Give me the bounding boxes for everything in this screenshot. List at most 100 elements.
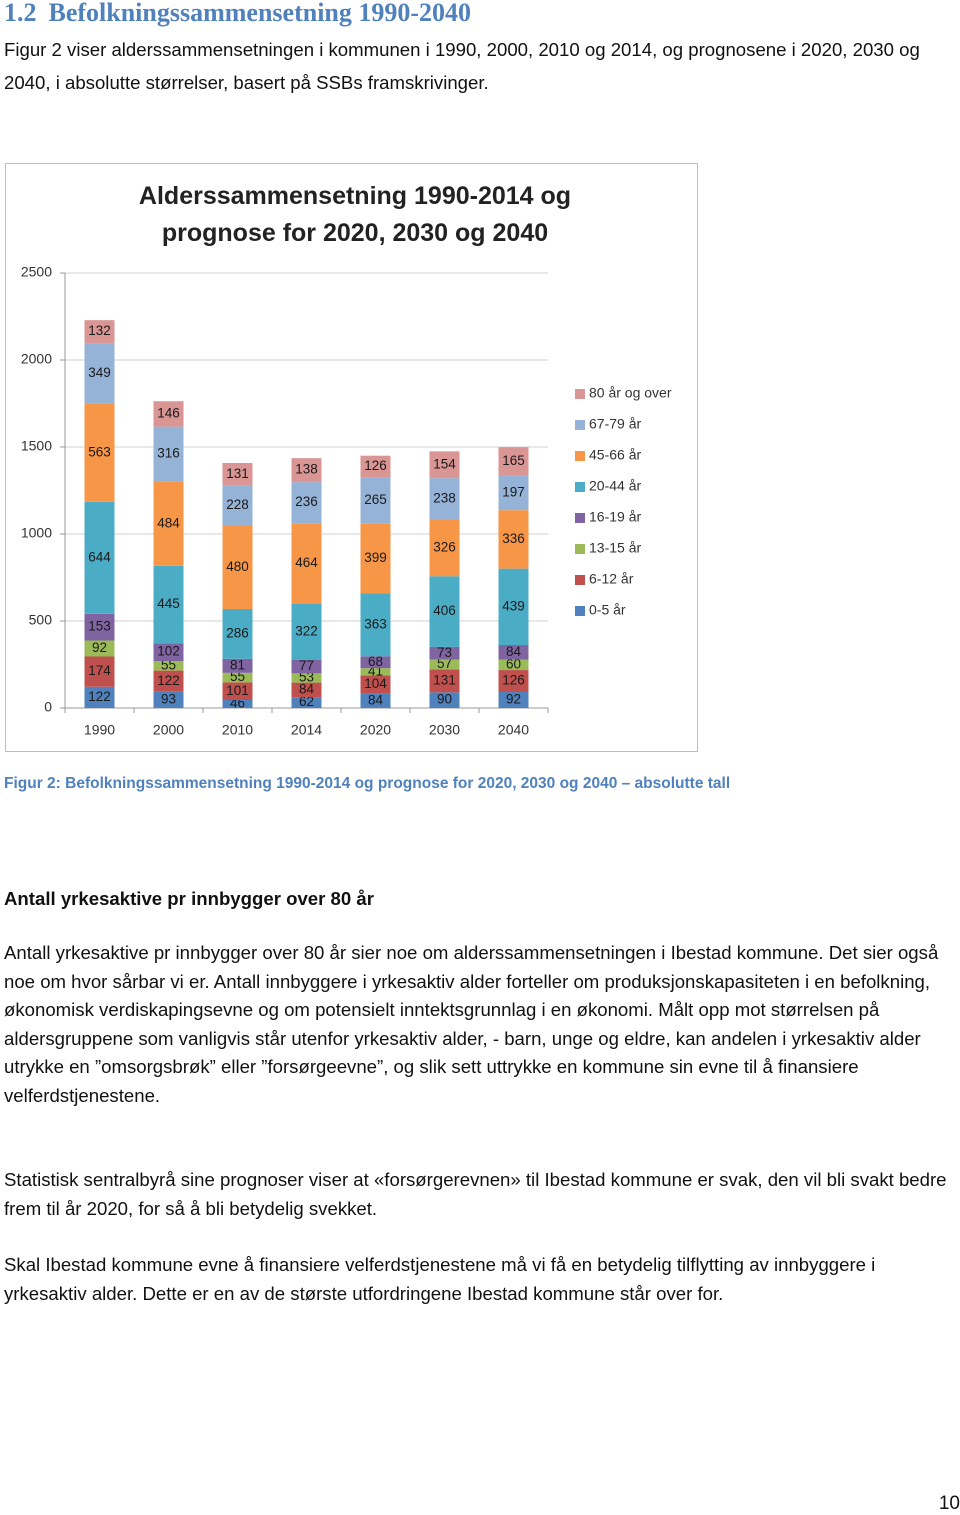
bar-segment	[222, 672, 253, 683]
chart: 0 500 1000 1500 2000 2500 1990 122 174 92 153 644 56…	[5, 163, 698, 752]
bar-segment	[429, 519, 460, 577]
section-heading: Antall yrkesaktive pr innbygger over 80 …	[4, 888, 374, 909]
bar-segment	[153, 481, 184, 566]
data-label: 238	[433, 490, 456, 505]
bar-segment	[360, 668, 391, 676]
legend-swatch	[575, 544, 585, 554]
bar-segment	[498, 659, 529, 671]
x-tick-label: 2020	[360, 722, 391, 738]
legend-label: 16-19 år	[589, 509, 641, 525]
data-label: 126	[364, 458, 387, 473]
x-tick-label: 1990	[84, 722, 115, 738]
data-label: 153	[88, 619, 111, 634]
y-tick-label: 2000	[21, 351, 52, 367]
bar-segment	[360, 693, 391, 708]
bar-segment	[291, 603, 322, 660]
data-label: 406	[433, 603, 456, 618]
x-tick-label: 2030	[429, 722, 460, 738]
x-tick-label: 2010	[222, 722, 253, 738]
bar-segment	[153, 426, 184, 482]
bar-segment	[153, 691, 184, 708]
bar-segment	[222, 682, 253, 700]
paragraph: Statistisk sentralbyrå sine prognoser vi…	[4, 1169, 947, 1219]
bar-segment	[429, 692, 460, 708]
data-label: 68	[368, 654, 383, 669]
bar-segment	[498, 447, 529, 476]
legend-swatch	[575, 575, 585, 585]
data-label: 92	[506, 692, 521, 707]
data-label: 84	[506, 644, 522, 659]
data-label: 349	[88, 365, 111, 380]
legend-label: 67-79 år	[589, 416, 641, 432]
bar-segment	[291, 673, 322, 683]
data-label: 62	[299, 694, 314, 709]
bar-segment	[291, 458, 322, 483]
bar-segment	[291, 482, 322, 524]
legend-swatch	[575, 606, 585, 616]
data-label: 60	[506, 656, 521, 671]
data-label: 644	[88, 549, 111, 564]
data-label: 236	[295, 494, 318, 509]
bar-segment	[360, 455, 391, 478]
bar-segment	[222, 485, 253, 526]
bar-segment	[498, 670, 529, 692]
bar-segment	[153, 661, 184, 671]
bar-segment	[84, 320, 115, 344]
data-label: 132	[88, 323, 111, 338]
data-label: 122	[157, 673, 180, 688]
data-label: 57	[437, 656, 452, 671]
legend-label: 6-12 år	[589, 571, 634, 587]
legend-swatch	[575, 451, 585, 461]
data-label: 228	[226, 497, 249, 512]
data-label: 480	[226, 559, 249, 574]
data-label: 165	[502, 453, 525, 468]
bar-segment	[360, 523, 391, 594]
data-label: 102	[157, 644, 180, 659]
data-label: 81	[230, 657, 245, 672]
data-label: 336	[502, 531, 525, 546]
bar-segment	[429, 478, 460, 520]
data-label: 322	[295, 624, 318, 639]
data-label: 93	[161, 691, 176, 706]
data-label: 445	[157, 596, 180, 611]
bar-segment	[84, 686, 115, 708]
data-label: 464	[295, 555, 318, 570]
section-title: 1.2 Befolkningssammensetning 1990-2040	[4, 0, 471, 28]
y-tick-label: 1500	[21, 438, 52, 454]
bar-segment	[498, 510, 529, 569]
bar-segment	[360, 656, 391, 669]
data-label: 286	[226, 625, 249, 640]
bar-segment	[498, 691, 529, 708]
legend-swatch	[575, 513, 585, 523]
legend-label: 80 år og over	[589, 385, 672, 401]
paragraph: Skal Ibestad kommune evne å finansiere v…	[4, 1254, 876, 1304]
data-label: 131	[433, 673, 456, 688]
data-label: 84	[299, 681, 315, 696]
bar-segment	[84, 640, 115, 657]
bar-segment	[291, 523, 322, 604]
data-label: 265	[364, 492, 387, 507]
bar-segment	[84, 501, 115, 614]
bar-segment	[84, 403, 115, 502]
section-number: 1.2	[4, 0, 37, 27]
bar-segment	[153, 643, 184, 662]
data-label: 484	[157, 515, 180, 530]
bar-segment	[222, 525, 253, 609]
y-tick-label: 0	[44, 699, 52, 715]
data-label: 104	[364, 676, 387, 691]
bar-segment	[153, 670, 184, 692]
data-label: 84	[368, 692, 384, 707]
legend-label: 45-66 år	[589, 447, 641, 463]
paragraph: Antall yrkesaktive pr innbygger over 80 …	[4, 942, 939, 1106]
data-label: 154	[433, 456, 456, 471]
data-label: 563	[88, 444, 111, 459]
legend-swatch	[575, 420, 585, 430]
data-label: 73	[437, 645, 452, 660]
data-label: 92	[92, 640, 107, 655]
data-label: 326	[433, 539, 456, 554]
bar-segment	[84, 656, 115, 687]
bar-segment	[222, 463, 253, 486]
x-tick-label: 2014	[291, 722, 322, 738]
bar-segment	[291, 697, 322, 708]
bar-segment	[429, 451, 460, 479]
